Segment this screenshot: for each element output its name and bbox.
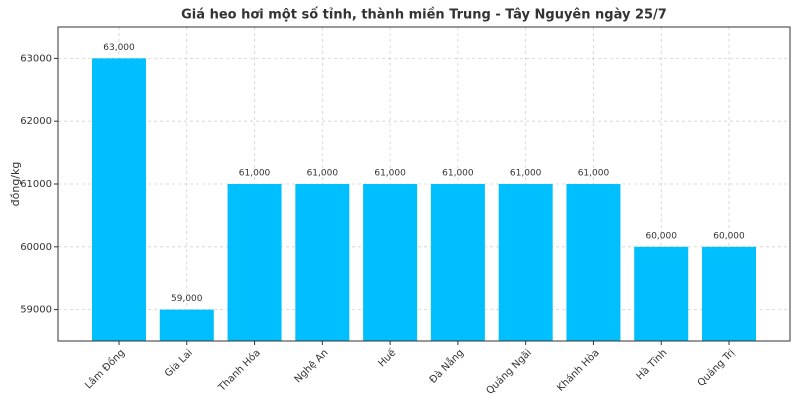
y-tick-label: 61000 [20,179,52,190]
bar [634,246,689,341]
x-tick-label: Hà Tĩnh [634,347,670,383]
y-axis-label: đồng/kg [9,162,22,207]
value-label: 59,000 [171,294,203,304]
x-tick-label: Thanh Hóa [215,347,263,395]
value-label: 61,000 [239,169,271,179]
bar [159,309,214,341]
value-label: 61,000 [442,169,474,179]
bar [92,58,146,342]
x-tick-label: Quảng Ngãi [484,347,534,397]
x-tick-label: Lâm Đồng [83,347,128,392]
x-tick-label: Huế [376,346,399,369]
x-tick-label: Khánh Hòa [555,347,602,394]
bar [702,246,756,341]
y-tick-label: 63000 [20,53,52,64]
x-tick-label: Nghệ An [292,347,331,386]
x-tick-label: Quảng Trị [695,347,737,389]
value-label: 61,000 [374,169,406,179]
value-label: 61,000 [578,169,610,179]
chart-title: Giá heo hơi một số tỉnh, thành miền Trun… [181,8,667,23]
x-tick-label: Đà Nẵng [426,346,466,386]
bars [92,58,756,342]
bar [430,184,485,341]
value-label: 60,000 [713,231,745,241]
value-label: 63,000 [103,43,135,53]
bar [295,184,350,341]
y-tick-label: 62000 [20,116,52,127]
y-tick-label: 60000 [20,242,52,253]
bar [227,184,282,341]
value-label: 60,000 [645,231,677,241]
bar [498,184,553,341]
bar [363,184,418,341]
value-label: 61,000 [510,169,542,179]
x-tick-label: Gia Lai [163,347,195,379]
y-tick-label: 59000 [20,305,52,316]
value-label: 61,000 [307,169,339,179]
bar [566,184,621,341]
